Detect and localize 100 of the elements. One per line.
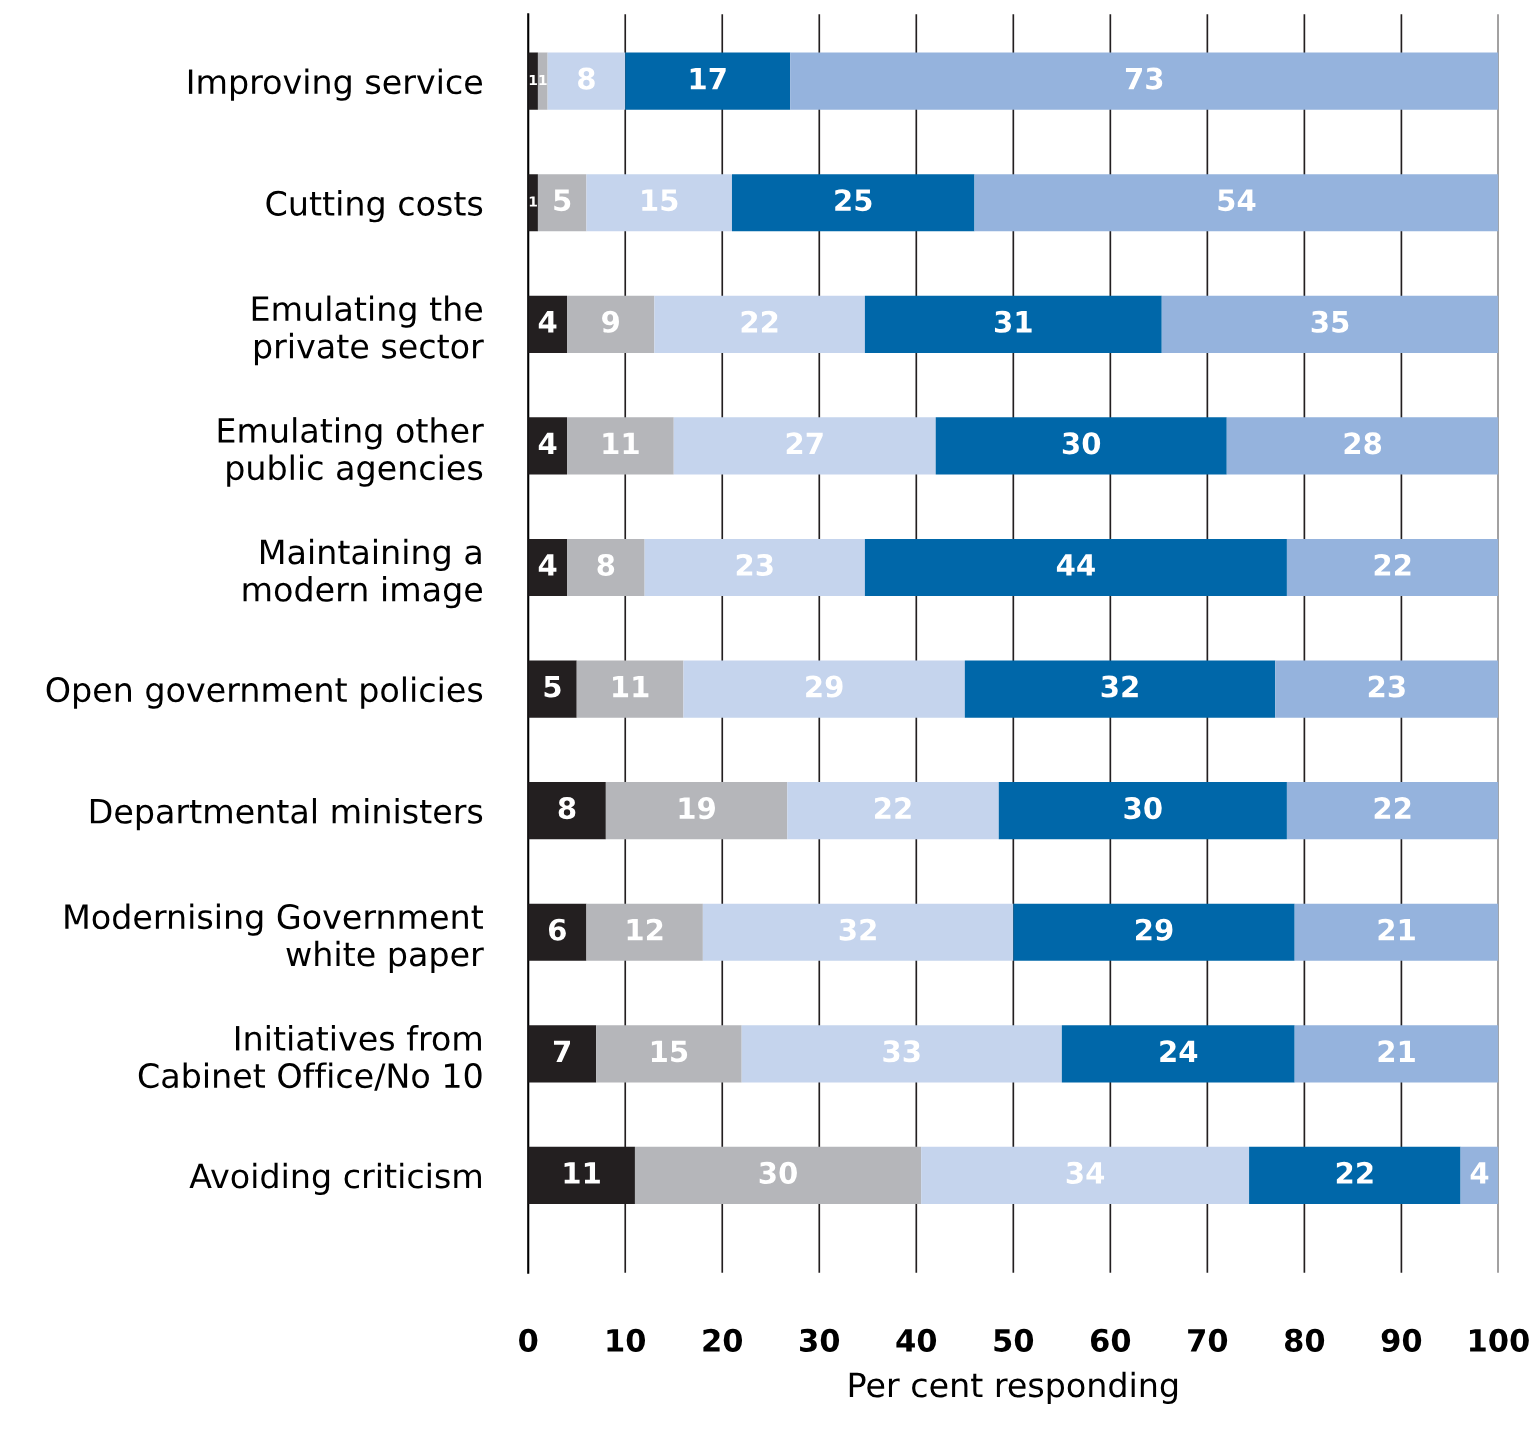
bar xyxy=(935,417,1227,475)
data-label: 22 xyxy=(875,797,911,819)
bar xyxy=(790,52,1499,110)
bar xyxy=(702,903,1014,961)
data-label: 5 xyxy=(544,675,561,698)
bar xyxy=(1275,660,1499,718)
bar xyxy=(537,174,587,232)
bar xyxy=(567,538,645,597)
y-tick-label: Open government policies xyxy=(46,676,483,709)
data-label: 35 xyxy=(1311,310,1349,333)
bar xyxy=(964,660,1276,718)
bar xyxy=(528,660,577,718)
bar xyxy=(1286,538,1499,597)
x-tick-label: 20 xyxy=(703,1328,743,1352)
x-tick-label: 60 xyxy=(1090,1328,1131,1352)
data-label: 23 xyxy=(736,553,773,576)
data-label: 21 xyxy=(1378,918,1415,941)
y-tick-label: Avoiding criticism xyxy=(189,1162,481,1196)
data-label: 8 xyxy=(597,553,615,576)
bar xyxy=(547,52,626,110)
data-label: 29 xyxy=(1136,918,1173,941)
y-tick-label: Initiatives from Cabinet Office/No 10 xyxy=(138,1025,482,1091)
data-label: 25 xyxy=(835,189,872,212)
bar xyxy=(605,782,788,840)
bar xyxy=(731,174,975,232)
data-label: 1 xyxy=(529,74,537,85)
data-label: 27 xyxy=(786,432,823,454)
bar xyxy=(787,782,999,840)
x-tick-label: 0 xyxy=(519,1328,538,1352)
y-tick-label: Emulating the private sector xyxy=(252,295,484,366)
bar xyxy=(1013,903,1295,961)
bar xyxy=(974,174,1499,232)
bar xyxy=(1294,1025,1499,1083)
data-label: 9 xyxy=(602,310,619,333)
data-label: 33 xyxy=(883,1040,920,1063)
bar xyxy=(998,782,1287,840)
data-label: 32 xyxy=(839,918,876,941)
y-tick-label: Cutting costs xyxy=(266,190,483,223)
x-tick-label: 50 xyxy=(994,1328,1034,1352)
bar xyxy=(673,417,936,475)
data-label: 4 xyxy=(538,432,557,454)
bar xyxy=(528,782,606,840)
bar xyxy=(921,1146,1250,1204)
data-label: 22 xyxy=(741,310,778,333)
data-label: 11 xyxy=(613,675,649,698)
data-label: 24 xyxy=(1160,1040,1198,1062)
x-tick-label: 40 xyxy=(896,1328,937,1352)
x-tick-label: 10 xyxy=(607,1328,646,1352)
bar xyxy=(1294,903,1499,961)
y-tick-label: Improving service xyxy=(188,68,482,101)
bar xyxy=(1161,295,1499,353)
data-label: 1 xyxy=(529,196,537,207)
data-label: 73 xyxy=(1125,67,1163,90)
data-label: 6 xyxy=(548,918,566,941)
bar xyxy=(537,52,548,110)
data-label: 22 xyxy=(1336,1161,1373,1184)
bar xyxy=(644,538,865,597)
bar xyxy=(864,538,1287,597)
data-label: 4 xyxy=(538,311,557,333)
bar xyxy=(634,1146,922,1204)
x-tick-label: 100 xyxy=(1469,1328,1529,1352)
bar xyxy=(576,660,684,718)
x-tick-label: 30 xyxy=(800,1328,840,1352)
data-label: 44 xyxy=(1056,554,1095,576)
data-label: 17 xyxy=(690,67,726,90)
bar xyxy=(586,903,703,961)
data-label: 22 xyxy=(1374,553,1411,576)
data-label: 30 xyxy=(759,1161,797,1184)
data-label: 19 xyxy=(679,797,715,820)
y-tick-label: Departmental ministers xyxy=(90,798,483,831)
bar xyxy=(1061,1025,1295,1083)
y-tick-label: Emulating other public agencies xyxy=(218,417,484,487)
data-label: 34 xyxy=(1066,1161,1105,1184)
data-label: 30 xyxy=(1124,797,1162,820)
y-tick-label: Modernising Government white paper xyxy=(65,903,484,974)
data-label: 15 xyxy=(642,189,678,212)
data-label: 1 xyxy=(539,74,547,85)
data-label: 8 xyxy=(558,797,576,820)
bar xyxy=(654,295,865,353)
data-label: 54 xyxy=(1218,189,1256,212)
bar xyxy=(596,1025,742,1083)
data-label: 11 xyxy=(603,432,639,454)
bar xyxy=(625,52,791,110)
data-label: 21 xyxy=(1378,1040,1415,1062)
bar xyxy=(1286,782,1499,840)
x-tick-label: 90 xyxy=(1381,1328,1422,1352)
data-label: 30 xyxy=(1062,432,1101,455)
x-tick-label: 70 xyxy=(1188,1328,1228,1352)
bar xyxy=(528,1025,597,1083)
bar xyxy=(567,295,655,353)
data-label: 8 xyxy=(578,67,595,90)
bar xyxy=(741,1025,1062,1083)
data-label: 11 xyxy=(564,1162,600,1184)
y-tick-label: Maintaining a modern image xyxy=(243,538,482,609)
bar xyxy=(683,660,965,718)
x-tick-label: 80 xyxy=(1284,1328,1325,1352)
data-label: 4 xyxy=(538,554,557,576)
bar xyxy=(864,295,1162,353)
bar xyxy=(567,417,674,475)
data-label: 22 xyxy=(1374,797,1411,819)
